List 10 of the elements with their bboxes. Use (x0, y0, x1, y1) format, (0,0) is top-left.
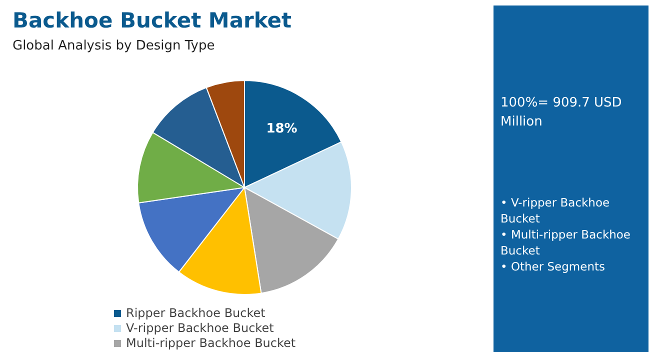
text: • Multi-ripper Backhoe Bucket (500, 228, 630, 258)
text: • Other Segments (500, 260, 605, 274)
legend-label: V-ripper Backhoe Bucket (126, 321, 274, 335)
chart-title: Backhoe Bucket Market (12, 8, 292, 32)
legend-label: Multi-ripper Backhoe Bucket (126, 336, 296, 350)
text: • V-ripper Backhoe Bucket (500, 196, 610, 226)
text: 100%= 909.7 USD Million (500, 96, 622, 130)
chart-subtitle: Global Analysis by Design Type (12, 38, 215, 54)
legend-label: Ripper Backhoe Bucket (126, 306, 266, 320)
data-label: 18% (266, 121, 298, 136)
